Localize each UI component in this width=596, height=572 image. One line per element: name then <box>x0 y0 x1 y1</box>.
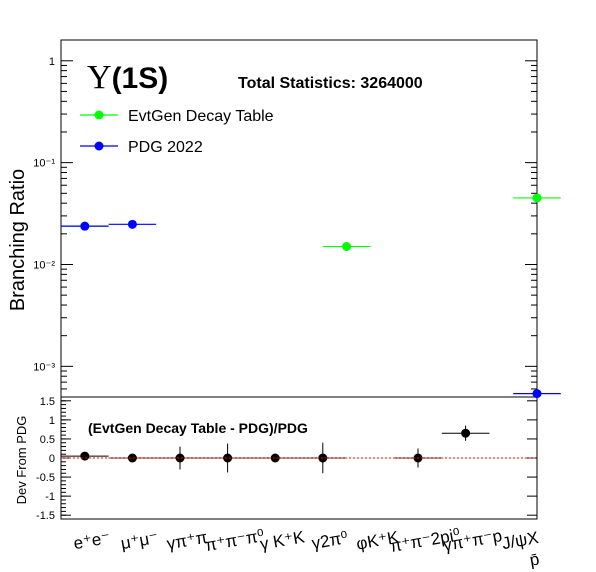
top-tick-label: 10⁻¹ <box>33 158 55 170</box>
bottom-y-axis-label: Dev From PDG <box>14 416 29 505</box>
ratio-point <box>175 453 185 463</box>
bottom-tick-label: 0.5 <box>40 434 55 446</box>
ratio-point <box>127 453 137 463</box>
legend-marker-evtgen <box>94 110 104 120</box>
x-axis-category-labels: e⁺e⁻ μ⁺μ⁻ γπ⁺ππ⁺π⁻π⁰γ K⁺K γ2π⁰ φK⁺Kπ⁺π⁻2pi⁰γ… <box>72 525 541 570</box>
x-category-label: π⁺π⁻π⁰ <box>203 526 266 555</box>
top-tick-label: 10⁻³ <box>33 361 55 373</box>
series-point <box>532 193 542 203</box>
legend: EvtGen Decay Table PDG 2022 <box>80 108 274 156</box>
bottom-tick-label: -0.5 <box>36 472 55 484</box>
x-category-label: p̄ <box>528 549 541 569</box>
series-point <box>532 389 542 399</box>
bottom-y-axis-ticks: 1.5 1 0.5 0 -0.5 -1 -1.5 <box>36 396 537 522</box>
bottom-tick-label: 1.5 <box>40 396 55 408</box>
x-category-label: γπ⁺π <box>165 528 209 554</box>
top-tick-label: 10⁻² <box>33 259 55 271</box>
bottom-tick-label: -1 <box>45 491 55 503</box>
bottom-tick-label: 1 <box>49 415 55 427</box>
bottom-tick-label: -1.5 <box>36 510 55 522</box>
top-y-axis-ticks: 1 10⁻¹ 10⁻² 10⁻³ <box>33 56 537 398</box>
x-category-label: e⁺e⁻ <box>72 528 112 553</box>
ratio-point <box>223 453 233 463</box>
legend-label-evtgen: EvtGen Decay Table <box>128 108 274 125</box>
statistics-label: Total Statistics: 3264000 <box>238 75 423 92</box>
top-data-points <box>61 193 561 399</box>
ratio-point <box>270 453 280 463</box>
top-y-axis-label: Branching Ratio <box>7 169 29 311</box>
bottom-tick-label: 0 <box>49 453 55 465</box>
legend-label-pdg: PDG 2022 <box>128 139 203 156</box>
ratio-point <box>461 428 471 438</box>
x-category-label: γ2π⁰ <box>310 528 349 553</box>
ratio-point <box>80 451 90 461</box>
x-category-label: γ K⁺K <box>258 527 306 554</box>
top-tick-label: 1 <box>49 56 55 68</box>
x-category-label: μ⁺μ⁻ <box>119 528 159 553</box>
chart-title-symbol: Υ(1S) <box>87 59 168 96</box>
series-point <box>80 221 90 231</box>
series-point <box>127 219 137 229</box>
ratio-annotation: (EvtGen Decay Table - PDG)/PDG <box>88 420 308 436</box>
series-point <box>342 242 352 252</box>
legend-marker-pdg <box>94 141 104 151</box>
